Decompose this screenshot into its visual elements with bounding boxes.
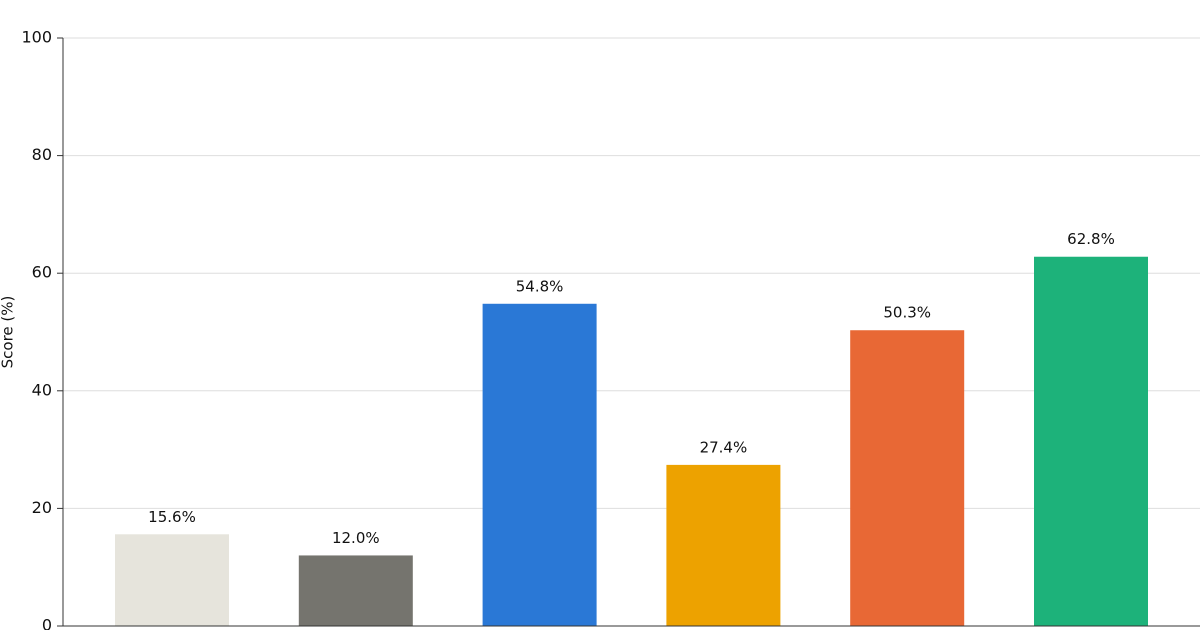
value-label: 15.6% <box>148 508 196 526</box>
y-tick-label: 60 <box>32 263 52 282</box>
value-label: 12.0% <box>332 529 380 547</box>
value-label: 50.3% <box>883 304 931 322</box>
y-axis-label: Score (%) <box>0 296 17 369</box>
y-tick-label: 100 <box>21 28 52 47</box>
value-label: 27.4% <box>700 438 748 456</box>
y-tick-label: 20 <box>32 498 52 517</box>
bar <box>482 303 597 626</box>
y-tick-label: 80 <box>32 145 52 164</box>
value-label: 54.8% <box>516 277 564 295</box>
y-tick-label: 0 <box>42 616 52 630</box>
value-label: 62.8% <box>1067 230 1115 248</box>
bar <box>115 534 229 626</box>
bar <box>666 464 781 626</box>
bar <box>298 555 413 626</box>
bar <box>850 330 965 626</box>
bar <box>1034 256 1148 626</box>
y-tick-label: 40 <box>32 380 52 399</box>
